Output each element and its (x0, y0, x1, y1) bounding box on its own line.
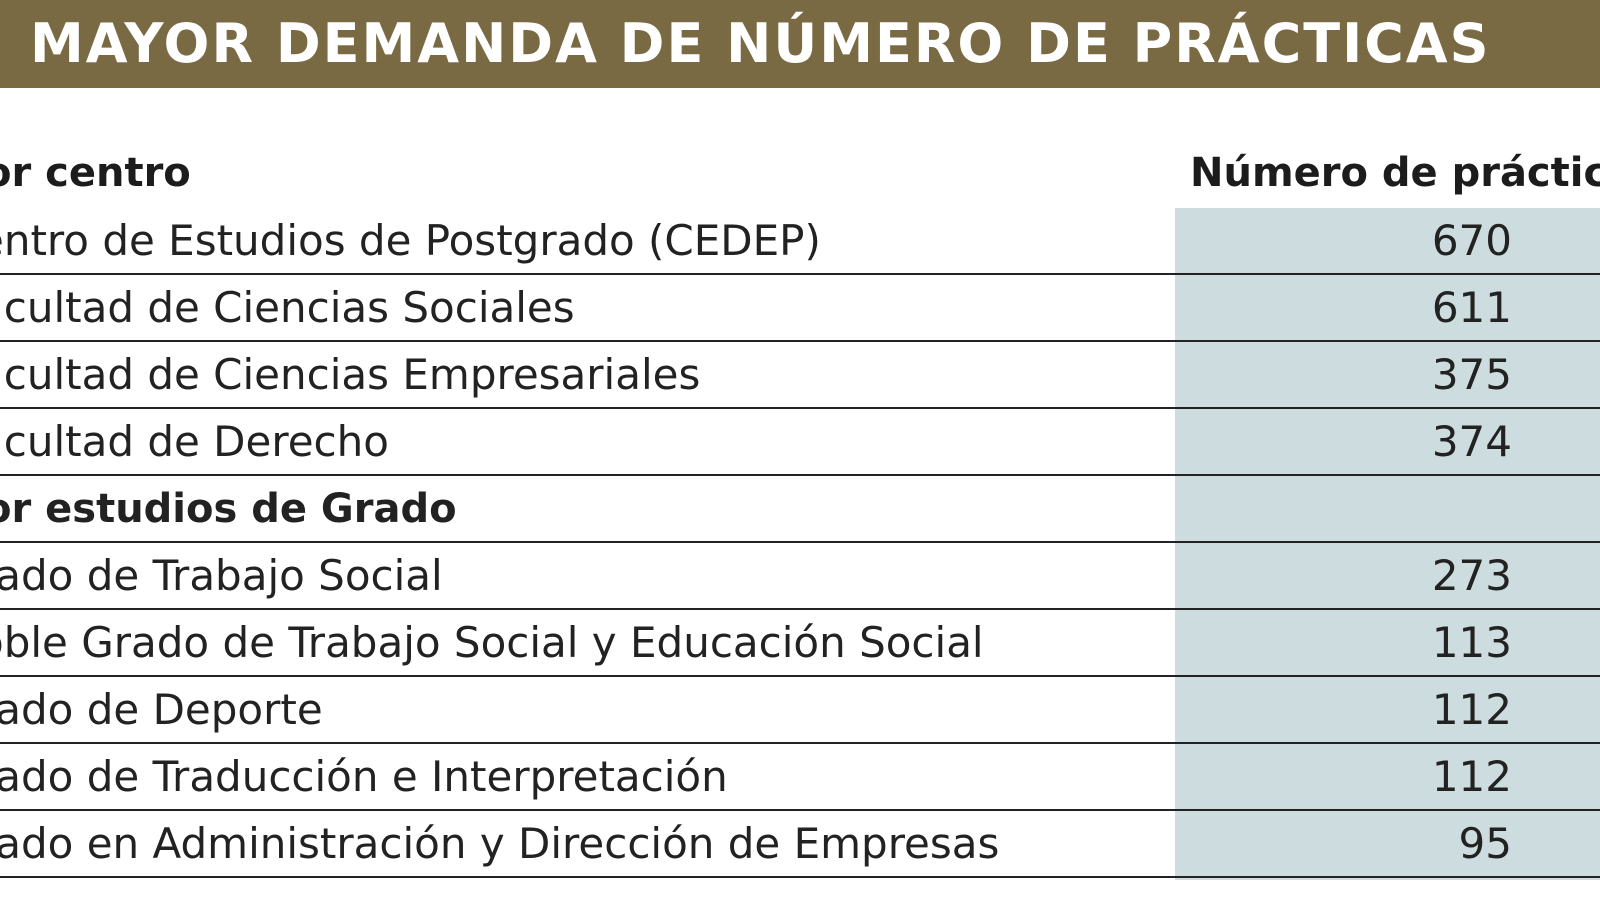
table-header: or centro Número de práctic (0, 140, 1600, 204)
table-row: rado de Deporte 112 (0, 677, 1600, 744)
table-row: oble Grado de Trabajo Social y Educación… (0, 610, 1600, 677)
row-value: 670 (1431, 216, 1512, 265)
header-category: or centro (0, 150, 191, 196)
table-row: rado de Traducción e Interpretación 112 (0, 744, 1600, 811)
row-label: rado de Traducción e Interpretación (0, 752, 728, 801)
row-label: oble Grado de Trabajo Social y Educación… (0, 618, 984, 667)
row-value: 374 (1431, 417, 1512, 466)
header-count: Número de práctic (1190, 150, 1600, 196)
table-row: rado de Trabajo Social 273 (0, 543, 1600, 610)
section-row: or estudios de Grado (0, 476, 1600, 543)
row-value: 95 (1458, 819, 1512, 868)
row-value: 112 (1431, 752, 1512, 801)
row-label: rado de Trabajo Social (0, 551, 443, 600)
row-value: 113 (1431, 618, 1512, 667)
table-row: rado en Administración y Dirección de Em… (0, 811, 1600, 878)
table-row: acultad de Derecho 374 (0, 409, 1600, 476)
page-title: MAYOR DEMANDA DE NÚMERO DE PRÁCTICAS (30, 12, 1491, 75)
row-value: 611 (1431, 283, 1512, 332)
row-value: 273 (1431, 551, 1512, 600)
row-label: rado de Deporte (0, 685, 323, 734)
row-value: 112 (1431, 685, 1512, 734)
row-value: 375 (1431, 350, 1512, 399)
section-heading: or estudios de Grado (0, 486, 457, 532)
row-label: acultad de Ciencias Sociales (0, 283, 575, 332)
row-label: entro de Estudios de Postgrado (CEDEP) (0, 216, 821, 265)
title-banner: MAYOR DEMANDA DE NÚMERO DE PRÁCTICAS (0, 0, 1600, 88)
value-column-background (1175, 208, 1600, 880)
table-body: entro de Estudios de Postgrado (CEDEP) 67… (0, 208, 1600, 878)
row-label: acultad de Derecho (0, 417, 389, 466)
table-row: acultad de Ciencias Empresariales 375 (0, 342, 1600, 409)
table-row: acultad de Ciencias Sociales 611 (0, 275, 1600, 342)
row-label: acultad de Ciencias Empresariales (0, 350, 701, 399)
table-row: entro de Estudios de Postgrado (CEDEP) 67… (0, 208, 1600, 275)
row-label: rado en Administración y Dirección de Em… (0, 819, 1000, 868)
